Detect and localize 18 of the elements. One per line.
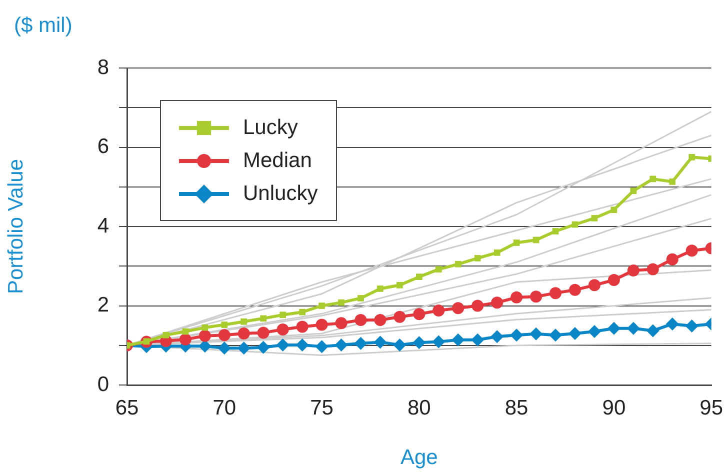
- y-tick-label: 2: [97, 294, 109, 317]
- x-tick-label: 80: [407, 396, 431, 420]
- legend-label: Lucky: [243, 116, 298, 140]
- y-tick-label: 4: [97, 214, 110, 238]
- x-tick-label: 65: [115, 396, 139, 420]
- x-axis-title: Age: [400, 446, 438, 470]
- text: ($ mil): [14, 14, 72, 38]
- x-tick-label: 90: [602, 396, 626, 420]
- x-tick-label: 70: [212, 396, 236, 420]
- y-tick-label: 0: [97, 372, 109, 396]
- legend-label: Unlucky: [243, 182, 318, 206]
- x-tick-label: 75: [310, 396, 334, 420]
- legend-label: Median: [243, 148, 312, 172]
- x-tick-label: 85: [504, 396, 528, 420]
- x-tick-label: 95: [700, 396, 723, 420]
- y-tick-label: 6: [97, 135, 109, 158]
- y-tick-label: 8: [97, 56, 109, 79]
- y-axis-title: Portfolio Value: [4, 158, 28, 294]
